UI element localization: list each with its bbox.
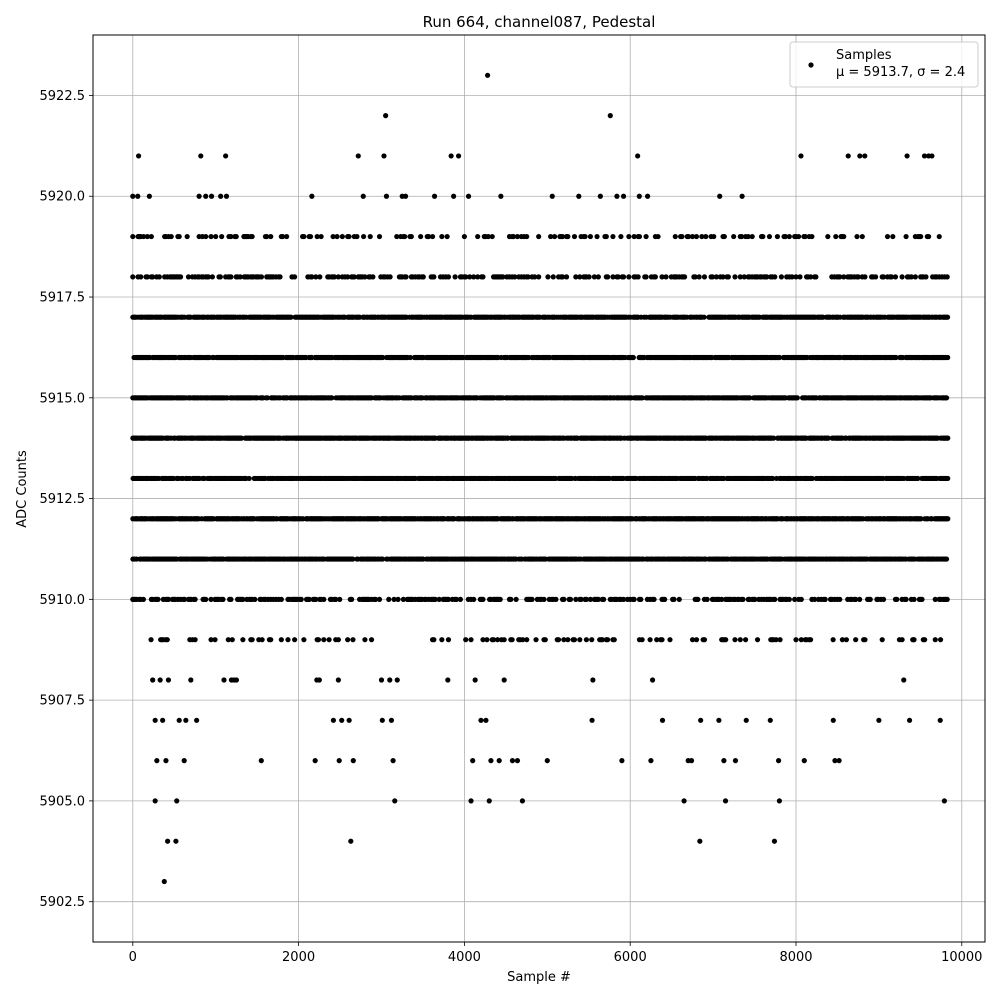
data-point — [553, 596, 559, 602]
data-point — [630, 354, 636, 361]
data-point — [651, 596, 657, 602]
data-point — [541, 596, 547, 602]
data-point — [480, 596, 486, 602]
data-point — [943, 556, 950, 562]
data-point — [321, 596, 327, 602]
data-point — [220, 596, 226, 602]
data-point — [915, 475, 921, 482]
data-point — [246, 475, 252, 482]
data-point — [918, 516, 924, 522]
data-point — [567, 596, 574, 602]
data-point — [631, 596, 637, 602]
data-point — [671, 596, 677, 602]
data-point — [945, 475, 951, 482]
data-point — [386, 596, 392, 602]
data-point — [278, 596, 284, 602]
data-points — [130, 72, 951, 885]
data-point — [704, 596, 710, 602]
data-point — [513, 596, 519, 602]
data-point — [203, 596, 209, 602]
data-point — [945, 435, 951, 441]
data-point — [945, 354, 951, 361]
data-point — [662, 596, 668, 602]
data-point — [497, 596, 503, 602]
data-point — [298, 596, 304, 602]
data-point — [471, 596, 477, 602]
data-point — [794, 395, 800, 401]
data-point — [772, 596, 778, 602]
data-point — [395, 596, 401, 602]
data-point — [809, 475, 815, 482]
data-point — [252, 596, 258, 602]
data-point — [228, 596, 234, 602]
data-point — [561, 596, 567, 602]
data-point — [770, 475, 776, 482]
data-point — [638, 596, 644, 602]
data-point — [155, 596, 161, 602]
data-point — [337, 596, 343, 602]
data-point — [601, 596, 607, 602]
data-point — [945, 516, 951, 522]
data-point — [740, 596, 746, 602]
data-point — [676, 596, 682, 602]
data-point — [944, 314, 951, 320]
data-point — [529, 596, 535, 602]
data-point — [140, 596, 147, 602]
data-point — [822, 596, 828, 602]
data-point — [695, 596, 701, 602]
data-point — [837, 596, 843, 602]
data-point — [701, 314, 707, 320]
data-point — [457, 596, 464, 602]
data-point — [944, 395, 950, 401]
data-point — [508, 596, 514, 602]
data-point — [192, 596, 198, 602]
data-point — [379, 556, 386, 562]
data-point — [798, 596, 804, 602]
data-point — [349, 596, 355, 602]
data-point — [350, 556, 356, 562]
data-point — [376, 596, 383, 602]
data-point — [786, 596, 792, 602]
